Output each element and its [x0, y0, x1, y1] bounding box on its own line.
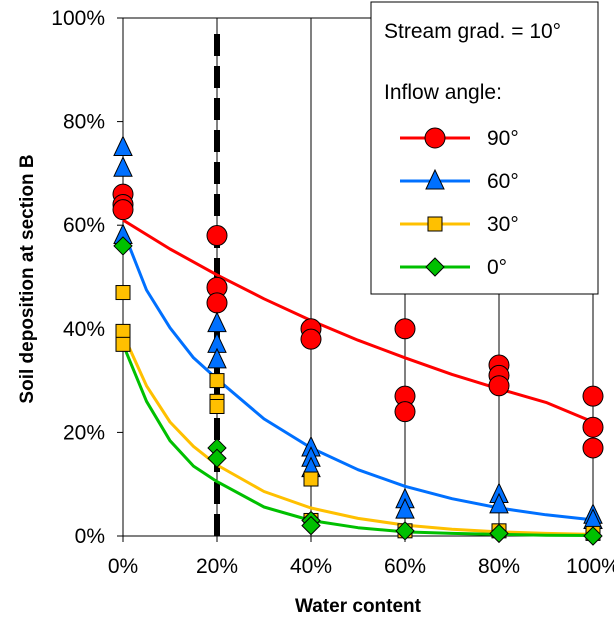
data-point-series-1: [488, 375, 510, 397]
legend-label-series-1: 90°: [487, 127, 519, 150]
y-tick-label: 0%: [75, 525, 105, 548]
data-point-series-2: [207, 311, 227, 333]
data-point-series-3: [115, 285, 131, 301]
legend-label-series-4: 0°: [487, 256, 507, 279]
y-axis-label: Soil deposition at section B: [17, 154, 38, 403]
legend-items: 90° 60° 30° 0°: [400, 127, 519, 279]
data-point-series-4: [207, 448, 227, 469]
data-point-series-2: [113, 135, 133, 156]
data-point-series-2: [207, 347, 227, 369]
data-point-series-1: [206, 292, 228, 314]
data-point-series-2: [489, 492, 509, 514]
data-point-series-1: [582, 416, 604, 438]
data-point-series-1: [206, 225, 228, 247]
y-tick-label: 80%: [63, 111, 105, 134]
legend-title: Stream grad. = 10°: [384, 20, 561, 43]
tick-labels: 0% 20% 40% 60% 80% 100% 0% 20% 40% 60% 80% 100%: [51, 7, 614, 578]
fit-curve-series-1: [122, 218, 594, 424]
data-point-series-2: [113, 156, 133, 177]
legend-marker-series-4: [425, 257, 445, 277]
legend-subtitle: Inflow angle:: [384, 81, 502, 104]
legend-label-series-3: 30°: [487, 213, 519, 236]
x-tick-label: 0%: [108, 555, 138, 578]
data-point-series-4: [301, 515, 321, 536]
data-point-series-1: [112, 199, 134, 221]
data-point-series-1: [394, 401, 416, 423]
data-point-series-3: [303, 471, 319, 487]
data-point-series-3: [115, 336, 131, 352]
x-tick-label: 40%: [290, 555, 332, 578]
data-point-series-1: [582, 437, 604, 459]
fit-curve-series-3: [121, 333, 594, 536]
data-point-series-1: [300, 328, 322, 350]
data-point-series-4: [395, 521, 415, 541]
data-point-series-4: [489, 523, 509, 544]
x-tick-label: 20%: [196, 555, 238, 578]
y-tick-label: 60%: [63, 214, 105, 237]
data-point-series-3: [115, 323, 131, 339]
data-point-series-3: [209, 399, 225, 414]
legend-box: [370, 1, 599, 295]
x-tick-label: 100%: [566, 555, 614, 578]
data-point-series-4: [113, 236, 133, 256]
fit-curve-series-4: [121, 343, 594, 537]
data-points: [112, 135, 604, 546]
x-axis-label: Water content: [295, 596, 422, 617]
legend-marker-series-2: [425, 168, 445, 190]
data-point-series-1: [582, 385, 604, 407]
data-point-series-3: [209, 373, 225, 389]
legend-label-series-2: 60°: [487, 170, 519, 193]
x-tick-label: 80%: [478, 555, 520, 578]
y-tick-label: 100%: [51, 7, 105, 30]
y-tick-label: 20%: [63, 421, 105, 444]
legend-marker-series-1: [424, 127, 446, 149]
data-point-series-1: [394, 318, 416, 340]
data-point-series-2: [395, 497, 415, 519]
y-tick-label: 40%: [63, 318, 105, 341]
legend-marker-series-3: [427, 216, 443, 232]
legend: Stream grad. = 10° Inflow angle: 90° 60° 3…: [370, 1, 599, 295]
data-point-series-4: [583, 526, 603, 546]
x-tick-label: 60%: [384, 555, 426, 578]
